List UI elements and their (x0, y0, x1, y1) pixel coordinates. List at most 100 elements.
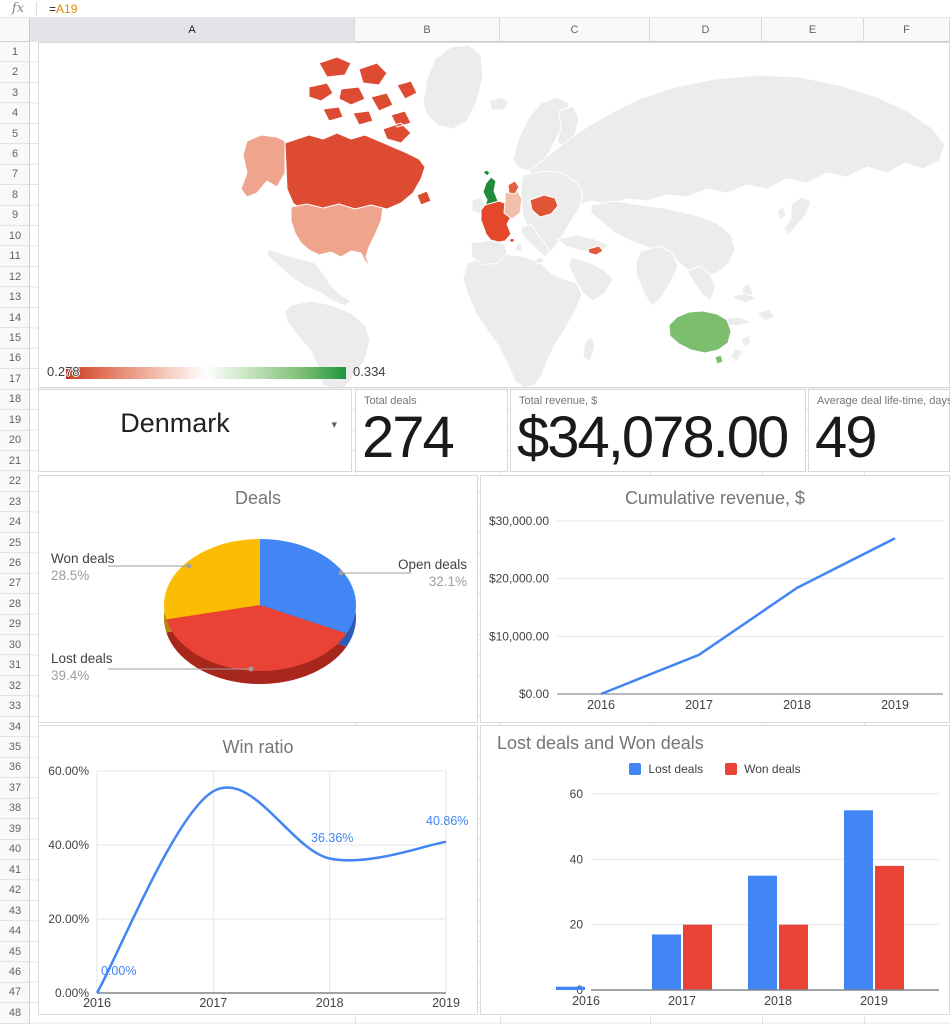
map-region-usa[interactable] (290, 203, 384, 268)
map-region-uae[interactable] (587, 245, 604, 256)
lost-won-bar-chart[interactable]: Lost deals and Won deals Lost deals Won … (480, 725, 950, 1015)
map-region-new-zealand[interactable] (729, 334, 752, 362)
row-header-16[interactable]: 16 (0, 348, 29, 370)
revenue-line-series[interactable] (600, 537, 896, 696)
row-header-45[interactable]: 45 (0, 941, 29, 963)
column-header-B[interactable]: B (355, 18, 500, 42)
map-region-south-america[interactable] (284, 300, 371, 387)
legend-item-lost[interactable]: Lost deals (629, 762, 703, 776)
map-region-india[interactable] (635, 245, 679, 307)
row-header-7[interactable]: 7 (0, 164, 29, 186)
row-header-20[interactable]: 20 (0, 430, 29, 451)
bar-won-deals-2018[interactable] (779, 924, 808, 990)
row-header-32[interactable]: 32 (0, 675, 29, 697)
row-header-13[interactable]: 13 (0, 287, 29, 308)
map-region-ukraine[interactable] (529, 194, 559, 218)
row-header-21[interactable]: 21 (0, 451, 29, 472)
map-region-alaska[interactable] (240, 134, 286, 198)
column-header-D[interactable]: D (650, 18, 762, 42)
map-region-canada[interactable] (284, 56, 432, 213)
geo-map-chart[interactable]: 0.278 0.334 (38, 42, 950, 388)
column-header-F[interactable]: F (864, 18, 950, 42)
map-region-se-asia[interactable] (686, 265, 717, 302)
map-region-italy[interactable] (515, 223, 551, 265)
row-header-31[interactable]: 31 (0, 655, 29, 676)
row-header-46[interactable]: 46 (0, 962, 29, 983)
pie-slice-lost-deals[interactable] (166, 605, 347, 672)
deals-pie-chart[interactable]: Deals Won deals 28.5% Open deals 32.1% L… (38, 475, 478, 723)
row-header-24[interactable]: 24 (0, 512, 29, 533)
country-selector[interactable]: Denmark ▾ (38, 389, 352, 472)
row-header-17[interactable]: 17 (0, 369, 29, 390)
map-region-japan[interactable] (776, 196, 812, 236)
column-header-A[interactable]: A (30, 18, 355, 42)
column-header-E[interactable]: E (762, 18, 864, 42)
win-ratio-line-series[interactable] (95, 786, 447, 994)
row-header-18[interactable]: 18 (0, 389, 29, 411)
select-all-corner[interactable] (0, 18, 30, 42)
row-header-39[interactable]: 39 (0, 819, 29, 840)
row-header-40[interactable]: 40 (0, 839, 29, 860)
row-header-33[interactable]: 33 (0, 696, 29, 717)
row-header-8[interactable]: 8 (0, 185, 29, 206)
row-header-4[interactable]: 4 (0, 103, 29, 124)
row-header-14[interactable]: 14 (0, 307, 29, 329)
row-header-47[interactable]: 47 (0, 982, 29, 1004)
map-region-germany[interactable] (503, 189, 523, 220)
pie-slice-won-deals[interactable] (163, 539, 260, 620)
formula-input[interactable]: =A19 (49, 2, 77, 16)
map-region-papua[interactable] (730, 292, 758, 304)
cumulative-revenue-chart[interactable]: Cumulative revenue, $ $0.00 $10,000.00 $20… (480, 475, 950, 723)
map-region-iceland[interactable] (488, 96, 510, 111)
row-header-35[interactable]: 35 (0, 737, 29, 758)
row-header-25[interactable]: 25 (0, 532, 29, 554)
row-header-42[interactable]: 42 (0, 880, 29, 901)
legend-item-won[interactable]: Won deals (725, 762, 801, 776)
row-header-34[interactable]: 34 (0, 716, 29, 738)
column-header-C[interactable]: C (500, 18, 650, 42)
bar-lost-deals-2017[interactable] (652, 934, 681, 991)
row-header-2[interactable]: 2 (0, 62, 29, 83)
bar-won-deals-2017[interactable] (683, 924, 712, 990)
map-region-greenland[interactable] (422, 44, 484, 130)
row-header-36[interactable]: 36 (0, 757, 29, 779)
row-header-37[interactable]: 37 (0, 778, 29, 799)
win-ratio-chart[interactable]: Win ratio 0.00% 20.00% 40.00% 60.00% 2016 201… (38, 725, 478, 1015)
row-header-30[interactable]: 30 (0, 635, 29, 656)
row-header-6[interactable]: 6 (0, 144, 29, 165)
row-header-28[interactable]: 28 (0, 594, 29, 615)
map-region-iberia[interactable] (470, 239, 508, 266)
kpi-total-revenue[interactable]: Total revenue, $ $34,078.00 (510, 389, 806, 472)
row-header-29[interactable]: 29 (0, 614, 29, 636)
row-header-12[interactable]: 12 (0, 266, 29, 288)
map-region-monaco[interactable] (508, 237, 516, 244)
row-header-1[interactable]: 1 (0, 42, 29, 63)
row-header-3[interactable]: 3 (0, 82, 29, 104)
map-region-mexico[interactable] (266, 248, 352, 307)
map-region-denmark[interactable] (507, 180, 520, 195)
chevron-down-icon[interactable]: ▾ (331, 419, 337, 431)
row-header-43[interactable]: 43 (0, 900, 29, 922)
kpi-total-deals[interactable]: Total deals 274 (355, 389, 508, 472)
pie-slice-open-deals[interactable] (260, 539, 357, 634)
bar-lost-deals-2019[interactable] (844, 810, 873, 990)
row-header-5[interactable]: 5 (0, 123, 29, 145)
row-header-41[interactable]: 41 (0, 860, 29, 881)
row-header-22[interactable]: 22 (0, 471, 29, 492)
row-header-9[interactable]: 9 (0, 205, 29, 227)
bar-won-deals-2019[interactable] (875, 865, 904, 990)
row-header-48[interactable]: 48 (0, 1003, 29, 1024)
bar-lost-deals-2018[interactable] (748, 875, 777, 990)
row-header-11[interactable]: 11 (0, 246, 29, 267)
map-region-russia[interactable] (528, 74, 946, 208)
bar-lost-deals-2016[interactable] (556, 986, 585, 990)
row-header-38[interactable]: 38 (0, 798, 29, 820)
map-region-australia[interactable] (668, 310, 732, 365)
row-header-44[interactable]: 44 (0, 921, 29, 942)
row-header-10[interactable]: 10 (0, 226, 29, 247)
row-header-15[interactable]: 15 (0, 328, 29, 349)
row-header-23[interactable]: 23 (0, 491, 29, 513)
row-header-19[interactable]: 19 (0, 410, 29, 431)
row-header-27[interactable]: 27 (0, 573, 29, 595)
row-header-26[interactable]: 26 (0, 553, 29, 574)
